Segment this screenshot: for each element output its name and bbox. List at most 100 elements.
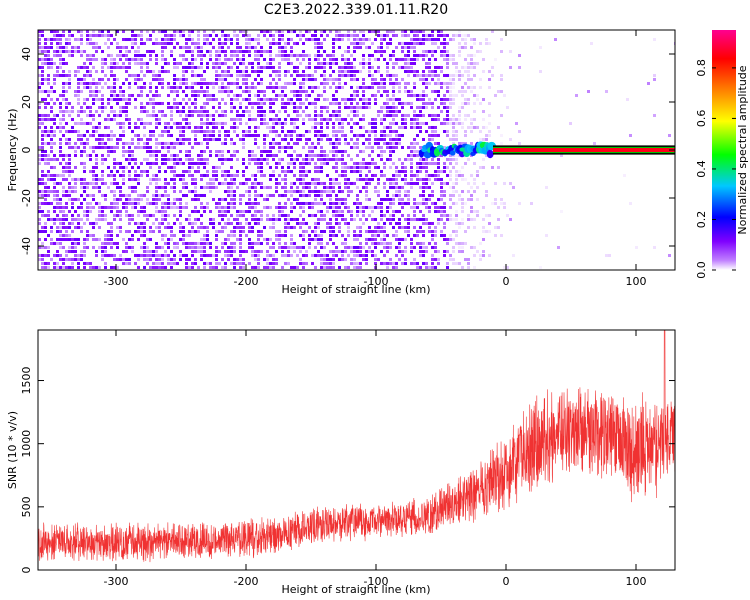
heatmap-cell: [206, 262, 209, 265]
heatmap-cell: [182, 78, 185, 81]
heatmap-cell: [206, 182, 209, 185]
heatmap-cell: [398, 126, 401, 129]
heatmap-cell: [476, 50, 479, 53]
heatmap-cell: [362, 98, 365, 101]
heatmap-cell: [173, 58, 176, 61]
heatmap-cell: [269, 218, 272, 221]
heatmap-cell: [389, 258, 392, 261]
heatmap-cell: [260, 170, 263, 173]
heatmap-cell: [299, 222, 302, 225]
heatmap-cell: [275, 114, 278, 117]
heatmap-cell: [488, 122, 491, 125]
heatmap-cell: [305, 194, 308, 197]
heatmap-cell: [68, 42, 71, 45]
heatmap-cell: [209, 210, 212, 213]
heatmap-cell: [266, 126, 269, 129]
heatmap-cell: [326, 158, 329, 161]
heatmap-cell: [284, 50, 287, 53]
heatmap-cell: [422, 242, 425, 245]
heatmap-cell: [233, 258, 236, 261]
heatmap-cell: [356, 122, 359, 125]
heatmap-cell: [230, 74, 233, 77]
heatmap-cell: [122, 38, 125, 41]
heatmap-cell: [110, 230, 113, 233]
heatmap-cell: [470, 58, 473, 61]
heatmap-cell: [161, 50, 164, 53]
heatmap-cell: [38, 86, 41, 89]
heatmap-cell: [86, 154, 89, 157]
heatmap-cell: [482, 226, 485, 229]
heatmap-cell: [128, 214, 131, 217]
heatmap-cell: [53, 198, 56, 201]
heatmap-cell: [296, 202, 299, 205]
heatmap-cell: [383, 138, 386, 141]
heatmap-cell: [332, 102, 335, 105]
heatmap-cell: [437, 82, 440, 85]
heatmap-cell: [152, 110, 155, 113]
heatmap-cell: [71, 190, 74, 193]
heatmap-cell: [347, 46, 350, 49]
heatmap-cell: [431, 262, 434, 265]
heatmap-cell: [38, 42, 41, 45]
heatmap-cell: [203, 134, 206, 137]
heatmap-cell: [275, 86, 278, 89]
heatmap-cell: [269, 254, 272, 257]
heatmap-cell: [221, 78, 224, 81]
heatmap-cell: [443, 118, 446, 121]
heatmap-cell: [236, 58, 239, 61]
heatmap-cell: [353, 202, 356, 205]
heatmap-cell: [284, 170, 287, 173]
heatmap-cell: [467, 62, 470, 65]
heatmap-cell: [116, 234, 119, 237]
heatmap-cell: [389, 138, 392, 141]
heatmap-cell: [242, 230, 245, 233]
heatmap-cell: [236, 134, 239, 137]
heatmap-cell: [98, 126, 101, 129]
heatmap-cell: [38, 182, 41, 185]
heatmap-cell: [236, 110, 239, 113]
heatmap-cell: [380, 214, 383, 217]
heatmap-cell: [425, 50, 428, 53]
heatmap-cell: [185, 186, 188, 189]
heatmap-cell: [170, 154, 173, 157]
heatmap-cell: [356, 34, 359, 37]
heatmap-cell: [95, 154, 98, 157]
heatmap-cell: [245, 222, 248, 225]
heatmap-cell: [143, 234, 146, 237]
heatmap-cell: [245, 82, 248, 85]
heatmap-cell: [368, 98, 371, 101]
heatmap-cell: [194, 98, 197, 101]
heatmap-cell: [116, 198, 119, 201]
heatmap-cell: [356, 206, 359, 209]
heatmap-cell: [389, 126, 392, 129]
heatmap-cell: [275, 70, 278, 73]
heatmap-cell: [221, 50, 224, 53]
heatmap-cell: [275, 94, 278, 97]
heatmap-cell: [359, 254, 362, 257]
heatmap-cell: [263, 102, 266, 105]
heatmap-cell: [272, 42, 275, 45]
heatmap-cell: [218, 210, 221, 213]
heatmap-cell: [323, 230, 326, 233]
heatmap-cell: [212, 30, 215, 33]
heatmap-cell: [116, 202, 119, 205]
heatmap-cell: [449, 78, 452, 81]
heatmap-cell: [107, 230, 110, 233]
heatmap-cell: [86, 186, 89, 189]
heatmap-cell: [329, 262, 332, 265]
heatmap-cell: [359, 98, 362, 101]
heatmap-cell: [389, 30, 392, 33]
heatmap-cell: [266, 266, 269, 269]
heatmap-cell: [134, 34, 137, 37]
heatmap-cell: [170, 86, 173, 89]
heatmap-cell: [146, 102, 149, 105]
heatmap-cell: [134, 58, 137, 61]
heatmap-cell: [314, 126, 317, 129]
heatmap-cell: [98, 78, 101, 81]
heatmap-cell: [332, 206, 335, 209]
heatmap-cell: [137, 166, 140, 169]
heatmap-cell: [629, 134, 632, 137]
heatmap-cell: [362, 254, 365, 257]
heatmap-cell: [458, 30, 461, 33]
heatmap-cell: [80, 186, 83, 189]
